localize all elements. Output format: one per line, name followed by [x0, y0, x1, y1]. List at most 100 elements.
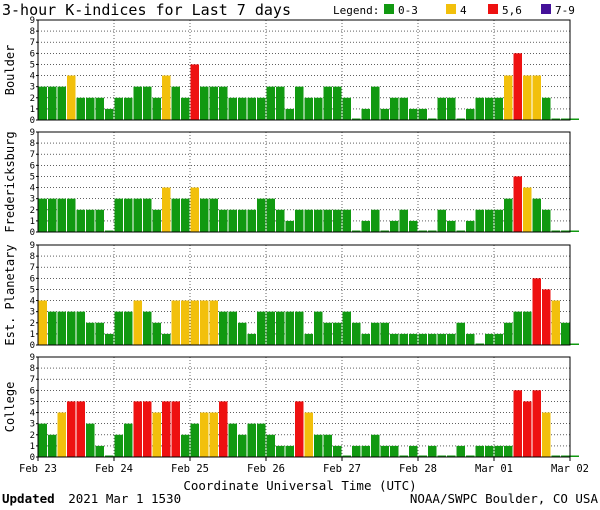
- bar: [48, 198, 57, 232]
- bar: [542, 209, 551, 232]
- bar: [95, 97, 104, 120]
- y-tick-label: 8: [30, 139, 35, 149]
- y-tick-label: 1: [30, 442, 35, 452]
- y-tick-label: 4: [30, 184, 35, 194]
- bar: [247, 97, 256, 120]
- y-tick-label: 6: [30, 274, 35, 284]
- bar: [181, 198, 190, 232]
- x-tick-label: Feb 24: [95, 463, 133, 475]
- bar: [409, 220, 418, 232]
- panels: 0123456789Boulder0123456789Fredericksbur…: [3, 16, 579, 463]
- y-tick-label: 8: [30, 252, 35, 262]
- bar: [485, 209, 494, 232]
- bar: [542, 289, 551, 345]
- chart-title: 3-hour K-indices for Last 7 days: [2, 1, 291, 19]
- bar: [513, 311, 522, 345]
- bar: [551, 230, 560, 232]
- bar: [561, 322, 570, 345]
- bar: [304, 412, 313, 457]
- bar: [124, 198, 133, 232]
- bar: [152, 209, 161, 232]
- y-tick-label: 6: [30, 161, 35, 171]
- bar: [200, 86, 209, 120]
- bar: [456, 230, 465, 232]
- y-tick-label: 9: [30, 241, 35, 251]
- bar: [95, 322, 104, 345]
- bar: [38, 423, 47, 457]
- bar: [162, 75, 171, 120]
- bar: [390, 220, 399, 232]
- bar: [124, 423, 133, 457]
- bar: [86, 423, 95, 457]
- y-tick-label: 4: [30, 297, 35, 307]
- bar: [399, 97, 408, 120]
- legend-item-0: 0-3: [398, 4, 418, 17]
- bar: [38, 86, 47, 120]
- y-tick-label: 4: [30, 72, 35, 82]
- bar: [200, 412, 209, 457]
- legend-swatch-2: [488, 4, 498, 14]
- bar: [466, 455, 475, 457]
- bar: [570, 455, 579, 457]
- bar: [190, 187, 199, 232]
- bar: [494, 445, 503, 457]
- bar: [124, 97, 133, 120]
- bar: [352, 445, 361, 457]
- panel-label: Est. Planetary: [3, 244, 17, 345]
- y-tick-label: 5: [30, 397, 35, 407]
- bar: [428, 230, 437, 232]
- bar: [504, 445, 513, 457]
- y-tick-label: 6: [30, 49, 35, 59]
- legend: Legend: 0-3 4 5,6 7-9: [333, 4, 575, 17]
- bar: [342, 97, 351, 120]
- bar: [133, 86, 142, 120]
- bar: [418, 333, 427, 345]
- y-tick-label: 5: [30, 285, 35, 295]
- bar: [380, 108, 389, 120]
- bar: [57, 86, 66, 120]
- bar: [475, 209, 484, 232]
- bar: [181, 300, 190, 345]
- bar: [485, 97, 494, 120]
- panel-label: College: [3, 382, 17, 433]
- bar: [57, 412, 66, 457]
- bar: [371, 322, 380, 345]
- bar: [333, 209, 342, 232]
- y-tick-label: 0: [30, 341, 35, 351]
- bar: [105, 108, 114, 120]
- bar: [485, 333, 494, 345]
- bar: [238, 97, 247, 120]
- bar: [437, 455, 446, 457]
- bar: [523, 187, 532, 232]
- bar: [323, 322, 332, 345]
- bar: [133, 300, 142, 345]
- bar: [352, 230, 361, 232]
- bar: [428, 333, 437, 345]
- bar: [323, 434, 332, 457]
- legend-label: Legend:: [333, 4, 379, 17]
- bar: [143, 86, 152, 120]
- bar: [447, 455, 456, 457]
- bar: [542, 412, 551, 457]
- bar: [257, 198, 266, 232]
- bar: [551, 455, 560, 457]
- bar: [114, 311, 123, 345]
- bar: [76, 311, 85, 345]
- y-tick-label: 2: [30, 431, 35, 441]
- bar: [67, 75, 76, 120]
- y-tick-label: 9: [30, 128, 35, 138]
- bar: [314, 434, 323, 457]
- bar: [532, 390, 541, 457]
- bar: [314, 311, 323, 345]
- y-tick-label: 2: [30, 94, 35, 104]
- bar: [390, 445, 399, 457]
- bar: [38, 300, 47, 345]
- legend-swatch-1: [446, 4, 456, 14]
- bar: [570, 230, 579, 232]
- bar: [342, 311, 351, 345]
- bar: [238, 434, 247, 457]
- y-tick-label: 7: [30, 263, 35, 273]
